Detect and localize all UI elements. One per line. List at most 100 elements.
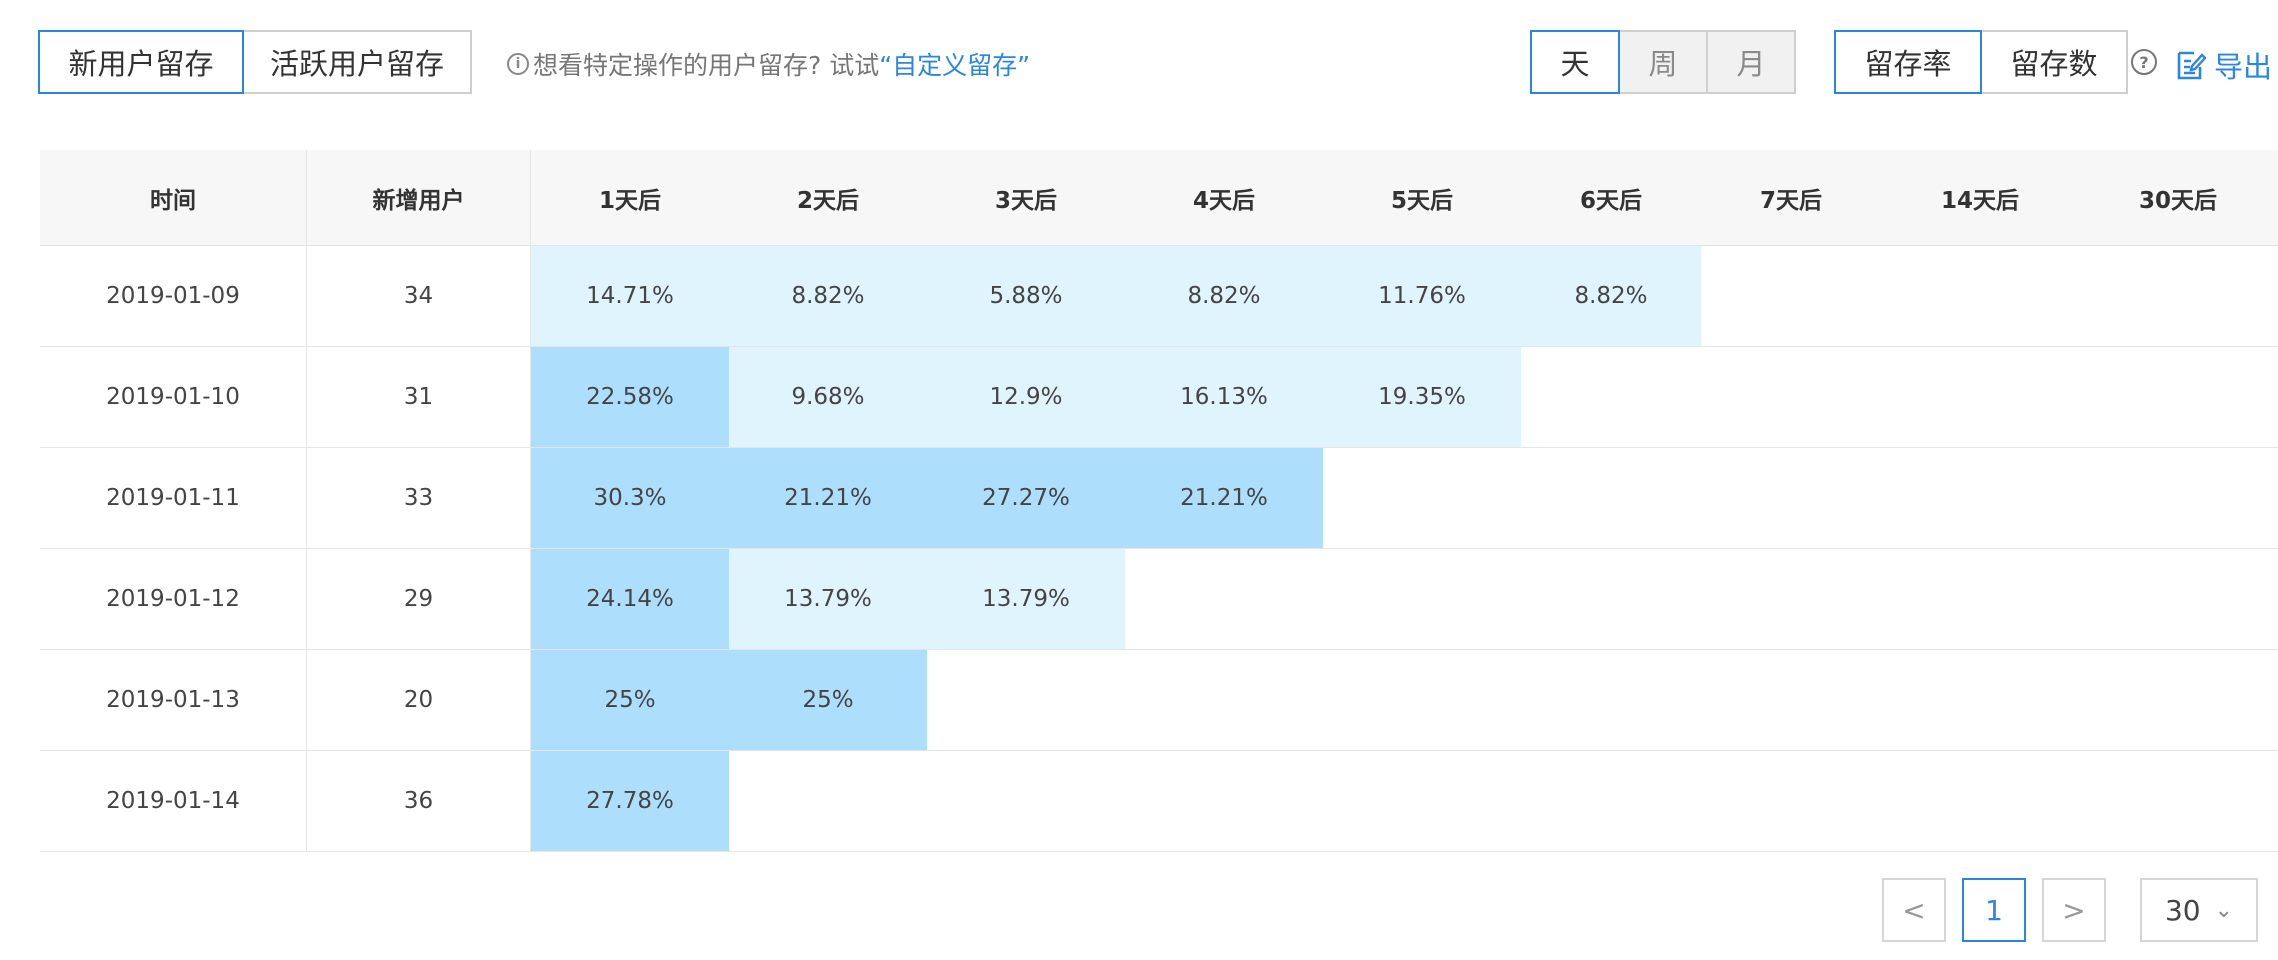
- retention-cell: [1521, 347, 1701, 447]
- table-row: 2019-01-14 36 27.78%: [40, 751, 2278, 852]
- next-page-button[interactable]: >: [2042, 878, 2106, 942]
- header-day-7: 7天后: [1759, 187, 1822, 214]
- retention-cell: [1881, 751, 2079, 851]
- tab-day[interactable]: 天: [1530, 30, 1620, 94]
- period-tabs: 天 周 月: [1530, 30, 1796, 94]
- date-cell: 2019-01-10: [40, 347, 307, 447]
- retention-cell: 8.82%: [1521, 246, 1701, 346]
- help-icon[interactable]: ?: [2131, 49, 2157, 75]
- retention-cell: [1881, 347, 2079, 447]
- table-row: 2019-01-10 31 22.58% 9.68% 12.9% 16.13% 19.35%: [40, 347, 2278, 448]
- table-body: 2019-01-09 34 14.71% 8.82% 5.88% 8.82% 11.76% 8…: [40, 246, 2278, 852]
- header-day-1: 1天后: [598, 187, 661, 214]
- date-cell: 2019-01-14: [40, 751, 307, 851]
- retention-cell: [1701, 650, 1881, 750]
- retention-cell: 27.27%: [927, 448, 1125, 548]
- retention-cell: [1323, 650, 1521, 750]
- header-day-6: 6天后: [1579, 187, 1642, 214]
- retention-cell: [729, 751, 927, 851]
- export-button[interactable]: 导出: [2176, 44, 2272, 86]
- new-users-cell: 31: [307, 347, 531, 447]
- new-users-cell: 36: [307, 751, 531, 851]
- retention-cell: [1521, 650, 1701, 750]
- header-day-2: 2天后: [796, 187, 859, 214]
- retention-cell: 25%: [531, 650, 729, 750]
- retention-cell: [1701, 549, 1881, 649]
- date-cell: 2019-01-12: [40, 549, 307, 649]
- retention-cell: 8.82%: [729, 246, 927, 346]
- retention-cell: 13.79%: [927, 549, 1125, 649]
- retention-cell: [1701, 751, 1881, 851]
- prev-page-button[interactable]: <: [1882, 878, 1946, 942]
- retention-cell: [1701, 246, 1881, 346]
- new-users-cell: 29: [307, 549, 531, 649]
- date-cell: 2019-01-09: [40, 246, 307, 346]
- retention-cell: [1521, 448, 1701, 548]
- retention-cell: 19.35%: [1323, 347, 1521, 447]
- retention-cell: 25%: [729, 650, 927, 750]
- retention-cell: 16.13%: [1125, 347, 1323, 447]
- retention-cell: 5.88%: [927, 246, 1125, 346]
- retention-table: 时间 新增用户 1天后 2天后 3天后 4天后 5天后 6天后 7天后 14天后…: [40, 150, 2278, 852]
- retention-cell: [2079, 246, 2277, 346]
- retention-cell: [2079, 448, 2277, 548]
- retention-cell: [1323, 751, 1521, 851]
- date-cell: 2019-01-13: [40, 650, 307, 750]
- tab-retention-count[interactable]: 留存数: [1980, 30, 2128, 94]
- new-users-cell: 33: [307, 448, 531, 548]
- retention-cell: 27.78%: [531, 751, 729, 851]
- retention-cell: [1521, 751, 1701, 851]
- header-day-30: 30天后: [2138, 187, 2217, 214]
- retention-cell: [1701, 448, 1881, 548]
- retention-cell: [2079, 549, 2277, 649]
- header-new-users: 新增用户: [307, 150, 531, 245]
- table-row: 2019-01-09 34 14.71% 8.82% 5.88% 8.82% 11.76% 8…: [40, 246, 2278, 347]
- page-size-select[interactable]: 30 ⌄: [2140, 878, 2258, 942]
- tab-month[interactable]: 月: [1706, 30, 1796, 94]
- metric-tabs: 留存率 留存数: [1834, 30, 2128, 94]
- current-page-button[interactable]: 1: [1962, 878, 2026, 942]
- tab-week[interactable]: 周: [1618, 30, 1708, 94]
- retention-cell: [1323, 549, 1521, 649]
- retention-cell: 8.82%: [1125, 246, 1323, 346]
- header-day-4: 4天后: [1192, 187, 1255, 214]
- custom-retention-link[interactable]: “自定义留存”: [879, 51, 1031, 80]
- table-row: 2019-01-13 20 25% 25%: [40, 650, 2278, 751]
- new-users-cell: 20: [307, 650, 531, 750]
- retention-cell: [2079, 650, 2277, 750]
- chevron-down-icon: ⌄: [2214, 897, 2234, 923]
- tab-retention-rate[interactable]: 留存率: [1834, 30, 1982, 94]
- tab-new-user-retention[interactable]: 新用户留存: [38, 30, 244, 94]
- retention-cell: 24.14%: [531, 549, 729, 649]
- retention-cell: 11.76%: [1323, 246, 1521, 346]
- retention-cell: [2079, 751, 2277, 851]
- retention-cell: 13.79%: [729, 549, 927, 649]
- retention-cell: [1125, 751, 1323, 851]
- table-row: 2019-01-11 33 30.3% 21.21% 27.27% 21.21%: [40, 448, 2278, 549]
- retention-cell: [1881, 246, 2079, 346]
- page-size-value: 30: [2164, 893, 2201, 927]
- retention-cell: 30.3%: [531, 448, 729, 548]
- hint-text: 想看特定操作的用户留存? 试试: [533, 51, 880, 80]
- retention-cell: 21.21%: [729, 448, 927, 548]
- header-time: 时间: [40, 150, 307, 245]
- retention-cell: 14.71%: [531, 246, 729, 346]
- new-users-cell: 34: [307, 246, 531, 346]
- export-label: 导出: [2214, 50, 2273, 84]
- table-header: 时间 新增用户 1天后 2天后 3天后 4天后 5天后 6天后 7天后 14天后…: [40, 150, 2278, 246]
- custom-retention-hint: i 想看特定操作的用户留存? 试试 “自定义留存”: [507, 46, 1030, 82]
- retention-cell: [1701, 347, 1881, 447]
- tab-active-user-retention[interactable]: 活跃用户留存: [242, 30, 472, 94]
- retention-cell: [1881, 549, 2079, 649]
- date-cell: 2019-01-11: [40, 448, 307, 548]
- header-day-14: 14天后: [1940, 187, 2019, 214]
- info-icon: i: [507, 53, 529, 75]
- header-day-3: 3天后: [994, 187, 1057, 214]
- table-row: 2019-01-12 29 24.14% 13.79% 13.79%: [40, 549, 2278, 650]
- retention-cell: [1881, 448, 2079, 548]
- retention-cell: [2079, 347, 2277, 447]
- retention-cell: [1881, 650, 2079, 750]
- retention-cell: 21.21%: [1125, 448, 1323, 548]
- export-icon: [2177, 51, 2206, 80]
- retention-cell: 9.68%: [729, 347, 927, 447]
